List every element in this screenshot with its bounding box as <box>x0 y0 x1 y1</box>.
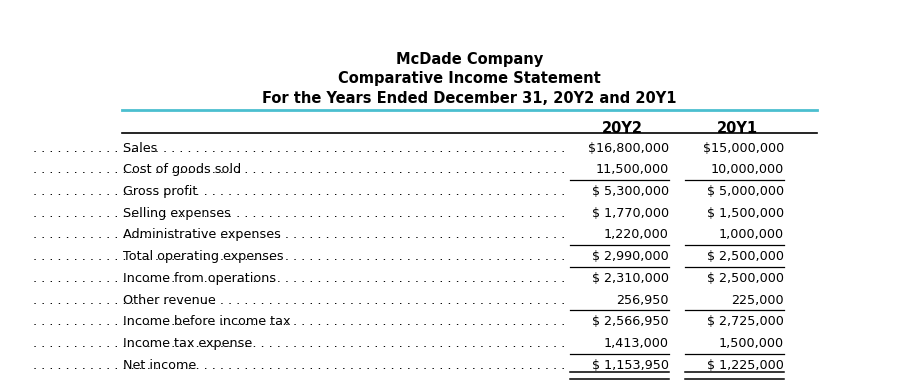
Text: Comparative Income Statement: Comparative Income Statement <box>338 71 601 86</box>
Text: Sales: Sales <box>123 142 161 154</box>
Text: $ 1,500,000: $ 1,500,000 <box>707 207 784 220</box>
Text: McDade Company: McDade Company <box>396 52 543 67</box>
Text: $ 2,725,000: $ 2,725,000 <box>707 316 784 328</box>
Text: $ 5,300,000: $ 5,300,000 <box>592 185 669 198</box>
Text: . . . . . . . . . . . . . . . . . . . . . . . . . . . . . . . . . . . . . . . . : . . . . . . . . . . . . . . . . . . . . … <box>29 359 565 372</box>
Text: . . . . . . . . . . . . . . . . . . . . . . . . . . . . . . . . . . . . . . . . : . . . . . . . . . . . . . . . . . . . . … <box>29 250 565 263</box>
Text: $ 2,500,000: $ 2,500,000 <box>707 250 784 263</box>
Text: $ 1,153,950: $ 1,153,950 <box>592 359 669 372</box>
Text: 11,500,000: 11,500,000 <box>595 163 669 176</box>
Text: . . . . . . . . . . . . . . . . . . . . . . . . . . . . . . . . . . . . . . . . : . . . . . . . . . . . . . . . . . . . . … <box>29 207 565 220</box>
Text: $15,000,000: $15,000,000 <box>703 142 784 154</box>
Text: . . . . . . . . . . . . . . . . . . . . . . . . . . . . . . . . . . . . . . . . : . . . . . . . . . . . . . . . . . . . . … <box>29 316 565 328</box>
Text: Cost of goods sold: Cost of goods sold <box>123 163 241 176</box>
Text: $ 1,225,000: $ 1,225,000 <box>707 359 784 372</box>
Text: Administrative expenses: Administrative expenses <box>123 229 281 241</box>
Text: 256,950: 256,950 <box>616 294 669 307</box>
Text: 20Y1: 20Y1 <box>717 121 758 136</box>
Text: $ 2,990,000: $ 2,990,000 <box>592 250 669 263</box>
Text: For the Years Ended December 31, 20Y2 and 20Y1: For the Years Ended December 31, 20Y2 an… <box>262 91 677 106</box>
Text: $ 2,500,000: $ 2,500,000 <box>707 272 784 285</box>
Text: $ 2,566,950: $ 2,566,950 <box>593 316 669 328</box>
Text: $ 5,000,000: $ 5,000,000 <box>707 185 784 198</box>
Text: . . . . . . . . . . . . . . . . . . . . . . . . . . . . . . . . . . . . . . . . : . . . . . . . . . . . . . . . . . . . . … <box>29 294 565 307</box>
Text: . . . . . . . . . . . . . . . . . . . . . . . . . . . . . . . . . . . . . . . . : . . . . . . . . . . . . . . . . . . . . … <box>29 163 565 176</box>
Text: Selling expenses: Selling expenses <box>123 207 234 220</box>
Text: $ 1,770,000: $ 1,770,000 <box>592 207 669 220</box>
Text: 10,000,000: 10,000,000 <box>711 163 784 176</box>
Text: 1,220,000: 1,220,000 <box>604 229 669 241</box>
Text: Total operating expenses: Total operating expenses <box>123 250 288 263</box>
Text: $ 2,310,000: $ 2,310,000 <box>592 272 669 285</box>
Text: Income before income tax: Income before income tax <box>123 316 295 328</box>
Text: 225,000: 225,000 <box>731 294 784 307</box>
Text: . . . . . . . . . . . . . . . . . . . . . . . . . . . . . . . . . . . . . . . . : . . . . . . . . . . . . . . . . . . . . … <box>29 185 565 198</box>
Text: Income from operations: Income from operations <box>123 272 280 285</box>
Text: . . . . . . . . . . . . . . . . . . . . . . . . . . . . . . . . . . . . . . . . : . . . . . . . . . . . . . . . . . . . . … <box>29 229 565 241</box>
Text: Other revenue: Other revenue <box>123 294 220 307</box>
Text: . . . . . . . . . . . . . . . . . . . . . . . . . . . . . . . . . . . . . . . . : . . . . . . . . . . . . . . . . . . . . … <box>29 337 565 350</box>
Text: Net income: Net income <box>123 359 201 372</box>
Text: Income tax expense: Income tax expense <box>123 337 256 350</box>
Text: $16,800,000: $16,800,000 <box>588 142 669 154</box>
Text: 20Y2: 20Y2 <box>603 121 643 136</box>
Text: . . . . . . . . . . . . . . . . . . . . . . . . . . . . . . . . . . . . . . . . : . . . . . . . . . . . . . . . . . . . . … <box>29 272 565 285</box>
Text: 1,413,000: 1,413,000 <box>604 337 669 350</box>
Text: . . . . . . . . . . . . . . . . . . . . . . . . . . . . . . . . . . . . . . . . : . . . . . . . . . . . . . . . . . . . . … <box>29 142 565 154</box>
Text: 1,500,000: 1,500,000 <box>719 337 784 350</box>
Text: 1,000,000: 1,000,000 <box>719 229 784 241</box>
Text: Gross profit: Gross profit <box>123 185 202 198</box>
